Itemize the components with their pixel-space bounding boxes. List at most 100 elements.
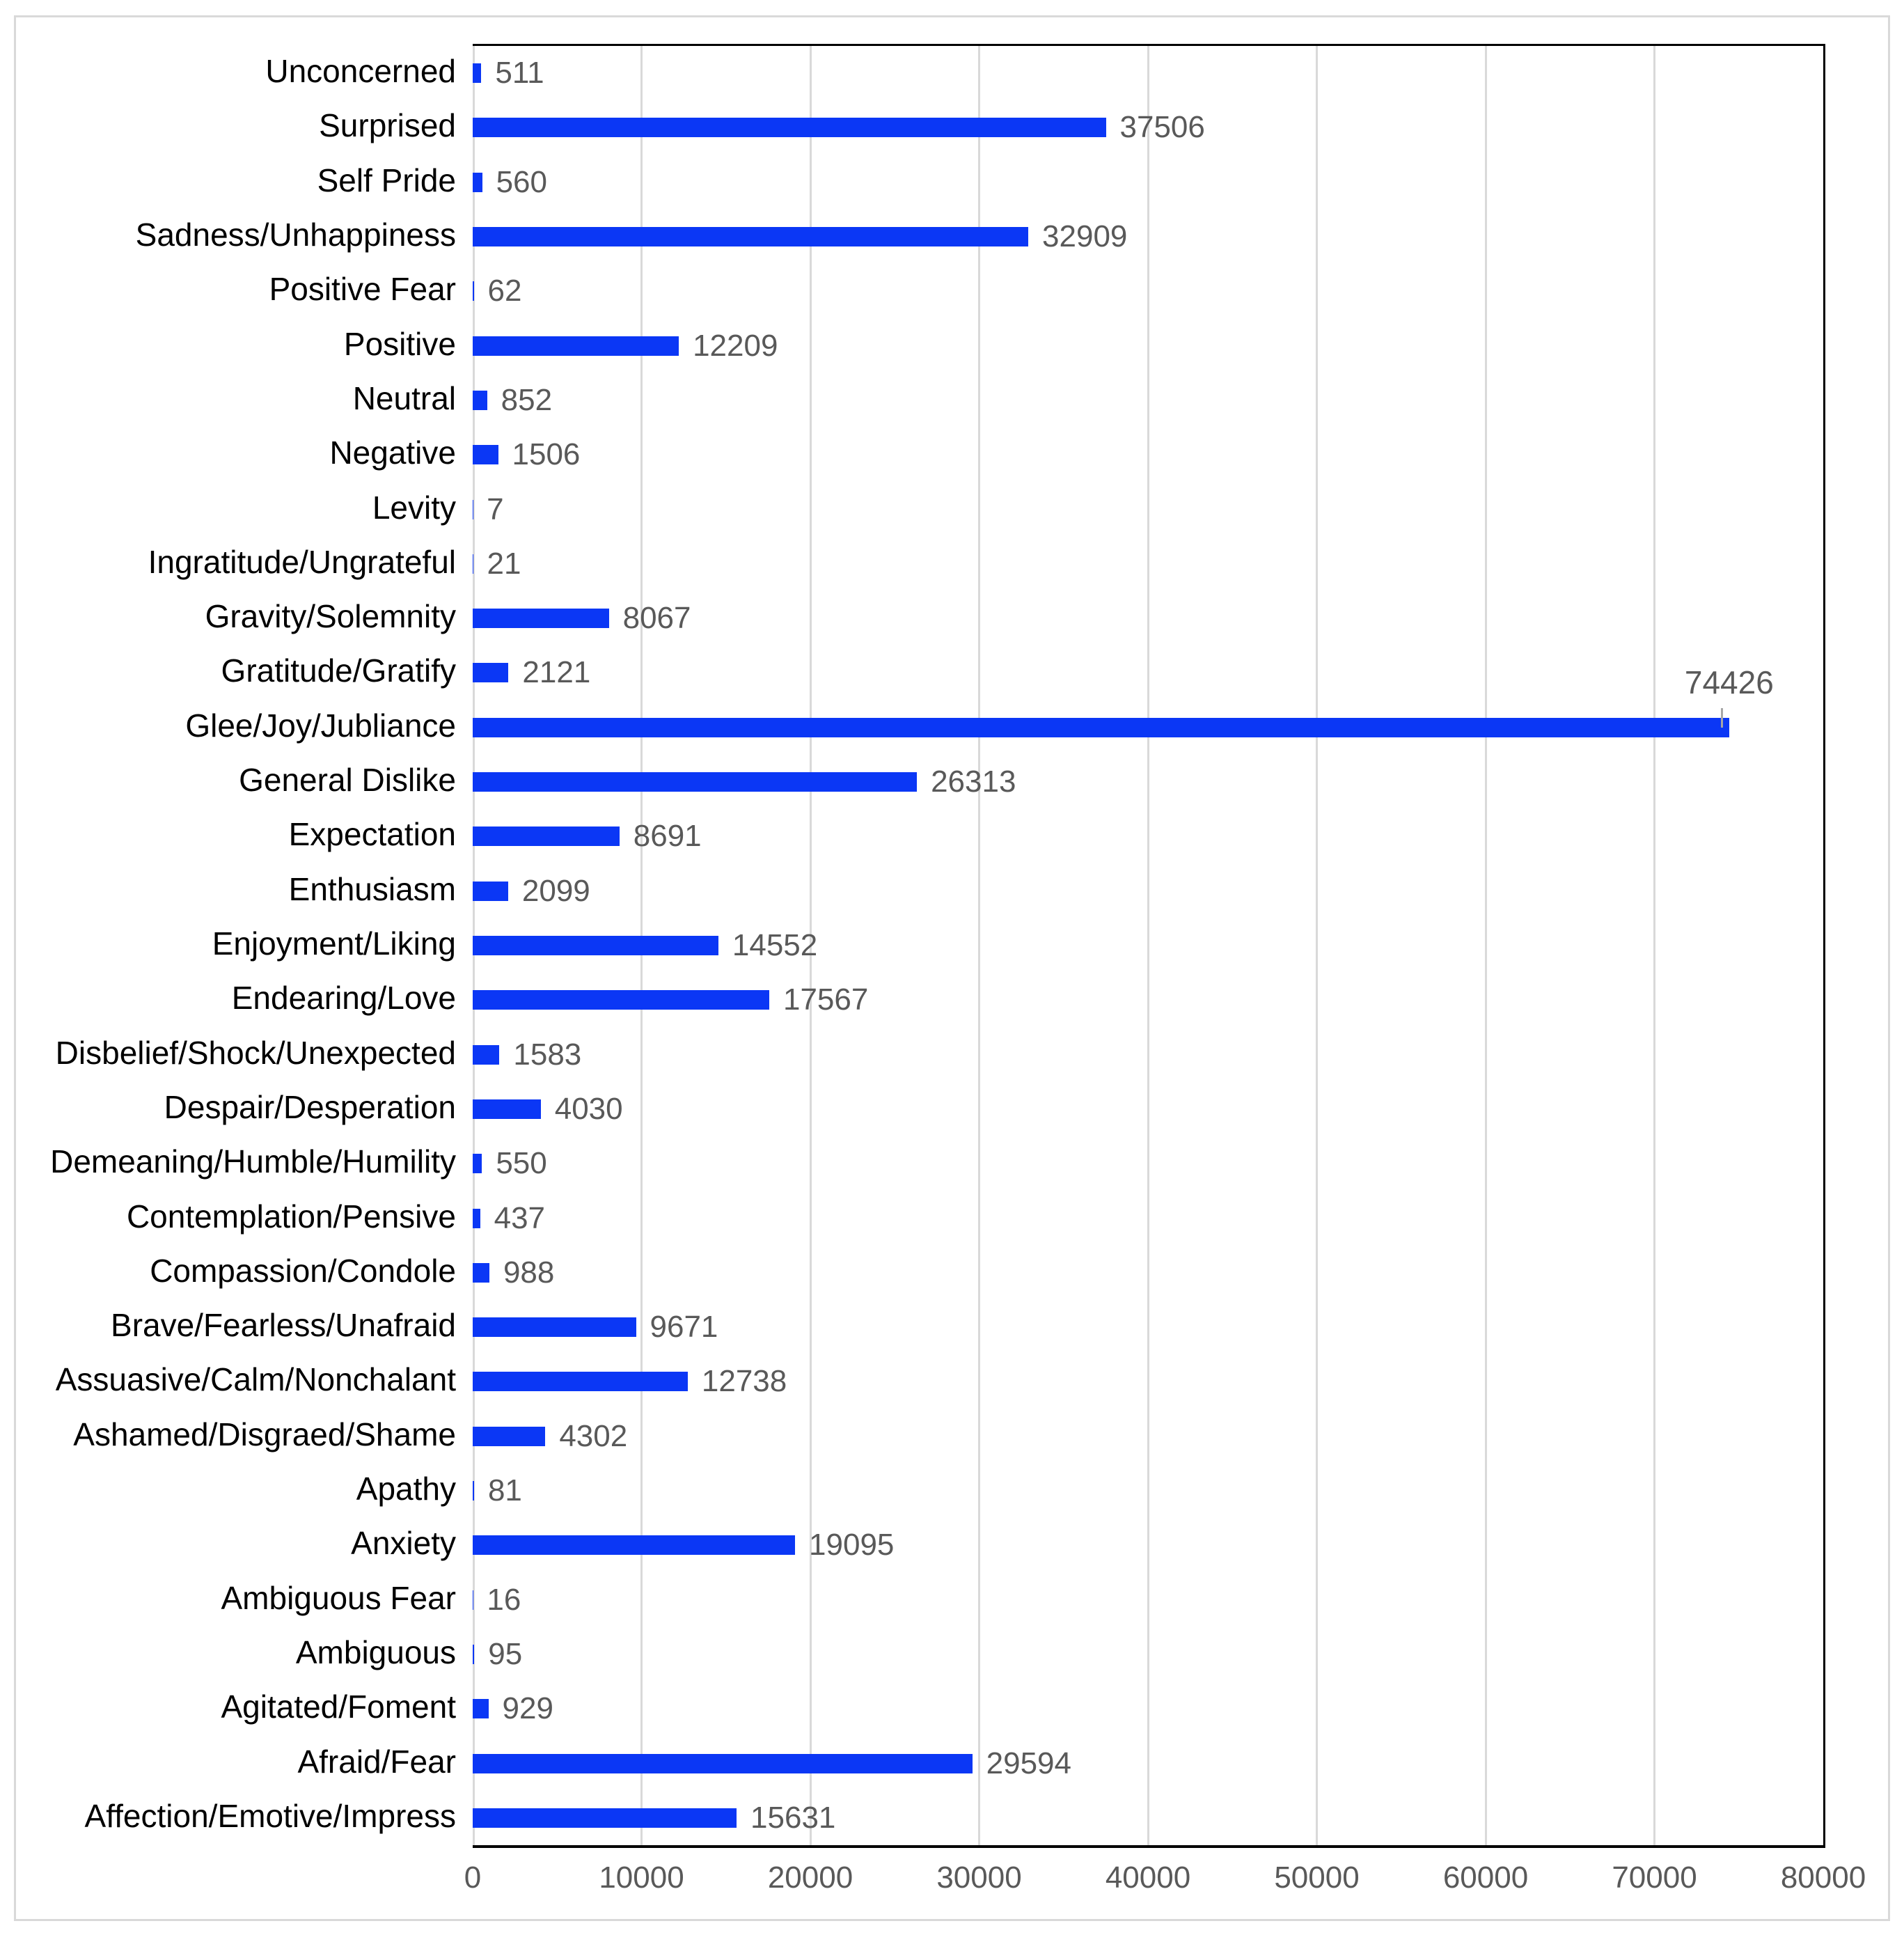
category-label: Contemplation/Pensive <box>126 1198 456 1235</box>
bar-value-label: 2121 <box>522 655 591 690</box>
bar <box>473 1154 482 1174</box>
bar-value-label: 21 <box>487 546 521 581</box>
x-axis-tick-label: 0 <box>464 1860 482 1895</box>
category-label: Brave/Fearless/Unafraid <box>111 1307 456 1344</box>
category-label: General Dislike <box>239 762 456 799</box>
bar-value-label: 95 <box>488 1636 523 1671</box>
bar-value-label: 1506 <box>512 437 581 472</box>
bar-value-label: 19095 <box>809 1528 895 1562</box>
category-label: Endearing/Love <box>231 980 456 1017</box>
category-label: Glee/Joy/Jubliance <box>185 707 456 744</box>
bar-value-label: 437 <box>494 1200 546 1235</box>
bar-value-label: 32909 <box>1042 219 1128 254</box>
category-label: Enthusiasm <box>288 870 456 907</box>
x-axis-tick-label: 80000 <box>1780 1860 1866 1895</box>
category-label: Ambiguous <box>295 1634 456 1670</box>
bar <box>473 1099 541 1119</box>
bar <box>473 936 718 955</box>
bar <box>473 1753 973 1773</box>
category-label: Surprised <box>319 107 456 144</box>
category-label: Levity <box>372 489 456 526</box>
category-label: Positive Fear <box>269 271 456 308</box>
category-label: Sadness/Unhappiness <box>135 217 456 253</box>
bar-value-label: 12738 <box>701 1364 787 1399</box>
category-label: Gravity/Solemnity <box>205 598 456 635</box>
bar-value-label: 17567 <box>782 982 869 1017</box>
category-label: Disbelief/Shock/Unexpected <box>55 1034 456 1071</box>
category-label: Affection/Emotive/Impress <box>84 1797 456 1834</box>
bar-value-label: 37506 <box>1119 110 1205 145</box>
bar <box>473 1208 480 1228</box>
bar <box>473 336 679 356</box>
bar <box>473 227 1029 247</box>
bar <box>473 772 918 792</box>
bar <box>473 63 482 84</box>
callout-leader-line <box>1720 707 1723 728</box>
category-label: Despair/Desperation <box>164 1088 456 1125</box>
gridline <box>1316 46 1318 1845</box>
bar-value-label: 15631 <box>750 1800 836 1835</box>
bar-value-label: 4030 <box>554 1091 623 1126</box>
category-label: Assuasive/Calm/Nonchalant <box>55 1361 456 1398</box>
category-label: Gratitude/Gratify <box>221 652 456 689</box>
bar <box>473 717 1729 737</box>
gridline <box>809 46 812 1845</box>
x-axis-tick-label: 50000 <box>1274 1860 1360 1895</box>
bar-value-label: 29594 <box>986 1746 1071 1780</box>
bar-value-label: 511 <box>495 56 544 91</box>
category-label: Enjoyment/Liking <box>212 925 456 962</box>
bar <box>473 1808 737 1828</box>
x-axis-tick-label: 60000 <box>1442 1860 1529 1895</box>
bar <box>473 445 498 465</box>
x-axis-tick-label: 30000 <box>936 1860 1022 1895</box>
bar <box>473 1262 489 1283</box>
bar <box>473 1644 475 1664</box>
bar-value-label: 988 <box>503 1255 555 1290</box>
category-label: Ashamed/Disgraed/Shame <box>73 1416 456 1452</box>
category-label: Neutral <box>352 379 456 416</box>
bar <box>473 609 609 629</box>
bar <box>473 390 487 410</box>
category-label: Apathy <box>356 1471 456 1507</box>
gridline <box>1147 46 1149 1845</box>
category-label: Expectation <box>288 816 456 853</box>
bar-value-label: 4302 <box>559 1418 628 1453</box>
category-label: Demeaning/Humble/Humility <box>50 1143 456 1180</box>
x-axis-tick-label: 10000 <box>599 1860 684 1895</box>
category-label: Positive <box>343 325 456 362</box>
x-axis-tick-label: 40000 <box>1105 1860 1191 1895</box>
bar-value-label: 62 <box>487 274 522 308</box>
plot-area: 511 37506 560 32909 62 12209 852 1506 7 21 8067 212… <box>473 44 1825 1848</box>
category-label: Ambiguous Fear <box>221 1579 457 1616</box>
bar-value-label: 2099 <box>521 873 590 908</box>
bar-value-label: 852 <box>501 382 553 417</box>
bar-value-label: 9671 <box>650 1310 718 1345</box>
category-label: Afraid/Fear <box>297 1743 456 1780</box>
bar <box>473 1317 636 1338</box>
bar <box>473 881 508 901</box>
bar <box>473 827 620 847</box>
bar <box>473 281 474 301</box>
category-label: Compassion/Condole <box>150 1252 456 1289</box>
bar <box>473 1044 500 1065</box>
bar <box>473 1481 474 1501</box>
bar <box>473 118 1106 138</box>
gridline <box>1653 46 1655 1845</box>
bar <box>473 1699 489 1719</box>
category-label: Negative <box>329 434 456 471</box>
gridline <box>978 46 980 1845</box>
x-axis-tick-label: 70000 <box>1612 1860 1697 1895</box>
bar-value-label: 81 <box>487 1473 522 1508</box>
bar-value-label: 8067 <box>622 601 691 636</box>
bar-value-label: 1583 <box>513 1037 582 1072</box>
category-label: Agitated/Foment <box>221 1689 456 1725</box>
category-label: Self Pride <box>317 162 456 198</box>
bar-value-label: 14552 <box>732 927 818 962</box>
bar <box>473 1426 546 1446</box>
bar <box>473 1535 796 1556</box>
bar <box>473 1372 688 1392</box>
bar-value-label: 12209 <box>693 328 778 363</box>
bar-value-callout-label: 74426 <box>1684 664 1774 700</box>
bar-value-label: 929 <box>502 1691 553 1726</box>
